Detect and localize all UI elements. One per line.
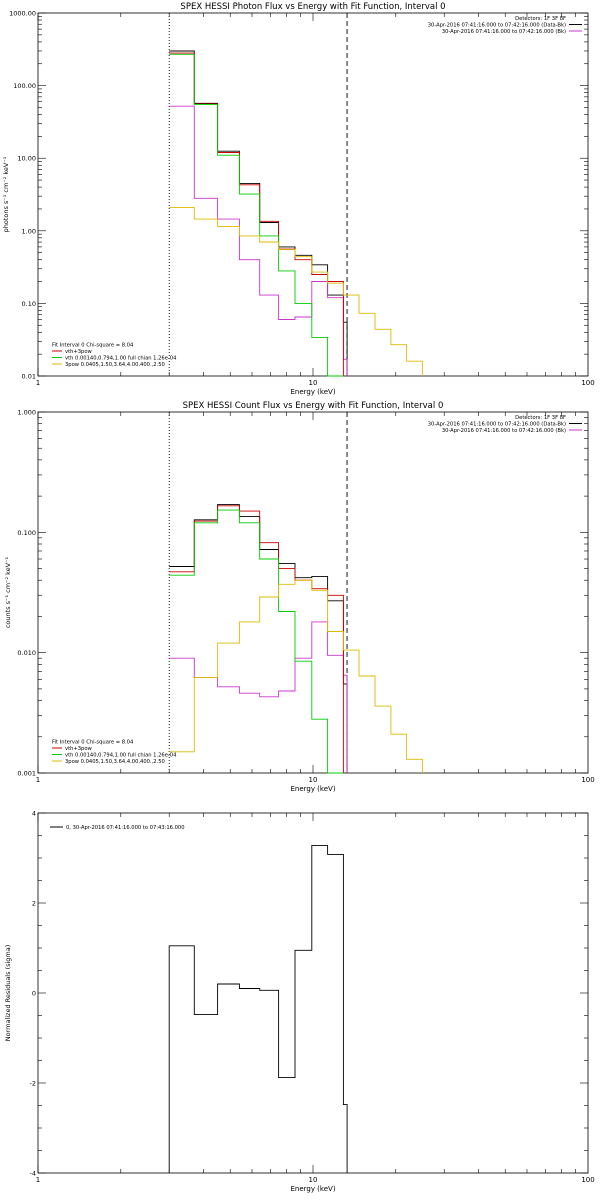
series-line-1 — [169, 621, 348, 773]
y-tick-label: 1000.00 — [9, 10, 36, 18]
chart-title: SPEX HESSI Count Flux vs Energy with Fit… — [183, 401, 444, 411]
legend-entry: vth 0.00140,0.794,1.00 full chian 1.26e-… — [65, 356, 177, 362]
y-tick-label: 0.01 — [22, 373, 36, 381]
legend-entry: vth+3pow — [65, 349, 93, 355]
legend-top-left: 0, 30-Apr-2016 07:41:16.000 to 07:43:16.… — [50, 825, 185, 831]
x-axis: 1 10 100 Energy (keV) — [36, 412, 595, 793]
legend-entry: Detectors: 1F 3F 8F — [515, 415, 566, 421]
legend-entry: 3pow 0.0405,1.50,3.64,4.00,400.,2.50 — [65, 362, 165, 368]
legend-entry: Detectors: 1F 3F 8F — [515, 16, 566, 22]
series-line-2 — [169, 505, 344, 773]
x-tick-label: 10 — [309, 379, 318, 387]
series-line-2 — [169, 52, 344, 376]
plot-frame — [37, 812, 589, 1174]
chart-panel-0: SPEX HESSI Photon Flux vs Energy with Fi… — [2, 2, 595, 396]
y-tick-label: 1.000 — [17, 409, 36, 417]
x-tick-label: 10 — [309, 1176, 318, 1184]
series-line-3 — [169, 509, 344, 774]
y-axis: -4 -2 0 2 4 Normalized Residuals (sigma) — [4, 810, 588, 1178]
y-tick-label: 0 — [32, 990, 36, 998]
y-axis-label: counts s⁻¹ cm⁻² keV⁻¹ — [4, 556, 12, 628]
y-tick-label: 0.001 — [17, 770, 36, 778]
series-line-4 — [169, 206, 423, 376]
legend-entry: 3pow 0.0405,1.50,3.64,4.00,400.,2.50 — [65, 759, 165, 765]
y-tick-label: 0.10 — [22, 300, 36, 308]
y-tick-label: 10.00 — [17, 155, 36, 163]
legend-entry: Fit Interval 0 Chi-square = 8.04 — [52, 740, 134, 746]
x-axis: 1 10 100 Energy (keV) — [36, 813, 595, 1193]
y-tick-label: -4 — [30, 1170, 36, 1178]
y-axis: 0.001 0.010 0.100 1.000 counts s⁻¹ cm⁻² keV⁻… — [4, 409, 588, 778]
legend-entry: 30-Apr-2016 07:41:16.000 to 07:42:16.000… — [442, 29, 566, 35]
x-tick-label: 1 — [36, 776, 40, 784]
x-tick-label: 100 — [581, 1176, 594, 1184]
x-axis-label: Energy (keV) — [290, 785, 335, 793]
legend-entry: vth+3pow — [65, 746, 93, 752]
y-axis: 0.01 0.10 1.00 10.00 100.00 1000.00 photons s⁻… — [2, 10, 588, 381]
x-tick-label: 100 — [581, 379, 594, 387]
y-tick-label: 0.010 — [17, 649, 36, 657]
legend-entry: vth 0.00140,0.794,1.00 full chian 1.26e-… — [65, 753, 177, 759]
series-line-0 — [169, 50, 348, 376]
x-axis-label: Energy (keV) — [290, 1185, 335, 1193]
series-line-3 — [169, 53, 344, 377]
legend-entry: Fit Interval 0 Chi-square = 8.04 — [52, 343, 134, 349]
y-tick-label: 100.00 — [13, 82, 36, 90]
plot-frame — [37, 12, 589, 377]
series-group — [169, 50, 423, 377]
x-tick-label: 1 — [36, 1176, 40, 1184]
legend-entry: 30-Apr-2016 07:41:16.000 to 07:42:16.000… — [428, 23, 566, 29]
legend-entry: 30-Apr-2016 07:41:16.000 to 07:42:16.000… — [428, 422, 566, 428]
legend-bottom-left: Fit Interval 0 Chi-square = 8.04vth+3pow… — [52, 343, 177, 368]
series-line-4 — [169, 579, 423, 773]
series-line-0 — [169, 504, 348, 773]
x-tick-label: 100 — [581, 776, 594, 784]
y-tick-label: -2 — [30, 1080, 36, 1088]
y-tick-label: 2 — [32, 900, 36, 908]
series-line-1 — [169, 105, 348, 376]
x-axis-label: Energy (keV) — [290, 388, 335, 396]
series-group — [168, 844, 348, 1173]
y-tick-label: 0.100 — [17, 529, 36, 537]
chart-panel-2: 1 10 100 Energy (keV) -4 -2 0 2 4 Normalized Resi… — [4, 810, 595, 1194]
series-line-0 — [168, 844, 348, 1173]
y-tick-label: 4 — [32, 810, 36, 818]
chart-title: SPEX HESSI Photon Flux vs Energy with Fi… — [180, 2, 445, 12]
x-axis: 1 10 100 Energy (keV) — [36, 13, 595, 396]
series-group — [169, 504, 423, 774]
legend-bottom-left: Fit Interval 0 Chi-square = 8.04vth+3pow… — [52, 740, 177, 765]
y-tick-label: 1.00 — [22, 227, 36, 235]
legend-entry: 0, 30-Apr-2016 07:41:16.000 to 07:43:16.… — [66, 825, 185, 831]
x-tick-label: 1 — [36, 379, 40, 387]
y-axis-label: Normalized Residuals (sigma) — [4, 945, 12, 1042]
y-axis-label: photons s⁻¹ cm⁻² keV⁻¹ — [2, 156, 10, 232]
chart-panel-1: SPEX HESSI Count Flux vs Energy with Fit… — [4, 401, 595, 793]
x-tick-label: 10 — [309, 776, 318, 784]
legend-entry: 30-Apr-2016 07:41:16.000 to 07:42:16.000… — [442, 428, 566, 434]
